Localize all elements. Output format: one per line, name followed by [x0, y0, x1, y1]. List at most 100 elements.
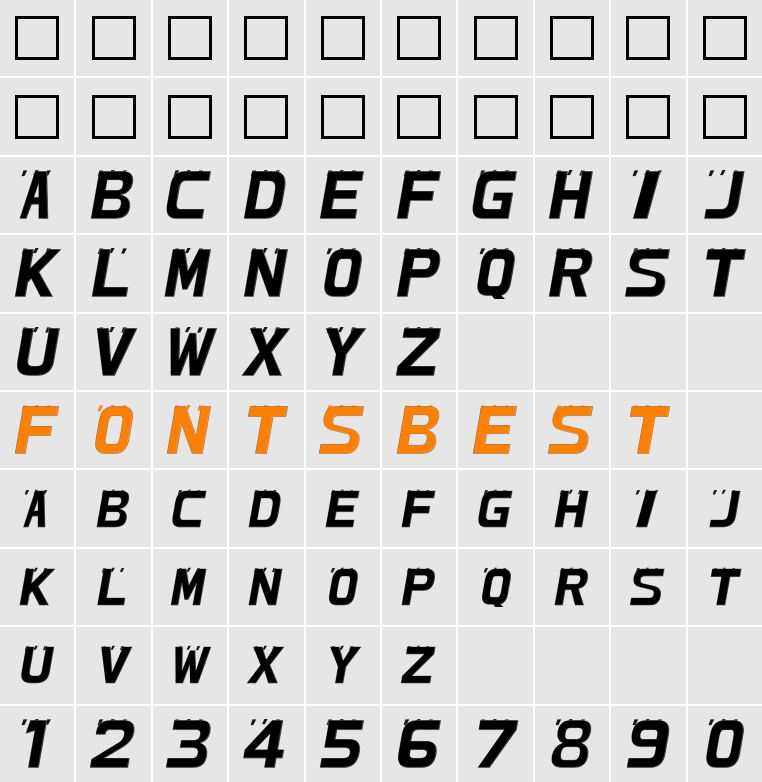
missing-glyph-box	[703, 95, 747, 139]
glyph-o	[321, 567, 365, 607]
missing-glyph-box	[550, 95, 594, 139]
grid-cell	[458, 392, 532, 468]
grid-cell	[688, 549, 762, 625]
glyph-o	[85, 404, 142, 456]
glyph-r	[550, 567, 594, 607]
grid-cell	[458, 706, 532, 782]
missing-glyph-box	[474, 16, 518, 60]
grid-cell	[306, 470, 380, 546]
grid-cell	[76, 627, 150, 703]
glyph-g	[467, 169, 524, 221]
missing-glyph-box	[626, 95, 670, 139]
glyph-t	[696, 247, 753, 299]
glyph-b	[85, 169, 142, 221]
grid-cell	[153, 314, 227, 390]
grid-cell	[153, 706, 227, 782]
missing-glyph-box	[703, 16, 747, 60]
grid-cell	[0, 0, 74, 76]
grid-cell	[535, 549, 609, 625]
grid-cell	[535, 314, 609, 390]
glyph-x	[244, 645, 288, 685]
grid-cell	[382, 78, 456, 154]
grid-cell	[153, 157, 227, 233]
glyph-4	[238, 718, 295, 770]
grid-cell	[688, 392, 762, 468]
grid-cell	[535, 0, 609, 76]
grid-cell	[229, 157, 303, 233]
grid-cell	[76, 392, 150, 468]
glyph-n	[238, 247, 295, 299]
grid-cell	[229, 549, 303, 625]
grid-cell	[458, 627, 532, 703]
grid-cell	[229, 78, 303, 154]
grid-cell	[306, 392, 380, 468]
grid-cell	[535, 157, 609, 233]
grid-cell	[458, 314, 532, 390]
glyph-w	[168, 645, 212, 685]
glyph-v	[92, 645, 136, 685]
glyph-s	[620, 247, 677, 299]
grid-cell	[306, 78, 380, 154]
missing-glyph-box	[244, 16, 288, 60]
glyph-s	[626, 567, 670, 607]
grid-cell	[458, 0, 532, 76]
glyph-b	[92, 489, 136, 529]
glyph-u	[15, 645, 59, 685]
grid-cell	[229, 235, 303, 311]
grid-cell	[0, 78, 74, 154]
glyph-9	[620, 718, 677, 770]
glyph-p	[391, 247, 448, 299]
glyph-3	[161, 718, 218, 770]
glyph-l	[85, 247, 142, 299]
grid-cell	[382, 157, 456, 233]
glyph-i	[626, 489, 670, 529]
missing-glyph-box	[15, 95, 59, 139]
grid-cell	[611, 549, 685, 625]
grid-cell	[688, 157, 762, 233]
glyph-p	[397, 567, 441, 607]
grid-cell	[458, 157, 532, 233]
glyph-t	[703, 567, 747, 607]
missing-glyph-box	[321, 16, 365, 60]
missing-glyph-box	[550, 16, 594, 60]
grid-cell	[458, 549, 532, 625]
grid-cell	[76, 549, 150, 625]
grid-cell	[688, 314, 762, 390]
grid-cell	[76, 470, 150, 546]
grid-cell	[0, 470, 74, 546]
grid-cell	[0, 235, 74, 311]
glyph-1	[9, 718, 66, 770]
grid-cell	[153, 627, 227, 703]
missing-glyph-box	[168, 16, 212, 60]
glyph-z	[397, 645, 441, 685]
glyph-i	[620, 169, 677, 221]
grid-cell	[382, 314, 456, 390]
grid-cell	[535, 627, 609, 703]
missing-glyph-box	[626, 16, 670, 60]
grid-cell	[0, 706, 74, 782]
grid-cell	[229, 470, 303, 546]
missing-glyph-box	[474, 95, 518, 139]
grid-cell	[229, 392, 303, 468]
glyph-y	[314, 326, 371, 378]
glyph-l	[92, 567, 136, 607]
grid-cell	[611, 0, 685, 76]
grid-cell	[611, 627, 685, 703]
grid-cell	[535, 235, 609, 311]
grid-cell	[382, 392, 456, 468]
glyph-t	[238, 404, 295, 456]
missing-glyph-box	[397, 16, 441, 60]
grid-cell	[76, 706, 150, 782]
grid-cell	[458, 78, 532, 154]
glyph-r	[543, 247, 600, 299]
grid-cell	[688, 627, 762, 703]
grid-cell	[153, 549, 227, 625]
grid-cell	[306, 314, 380, 390]
grid-cell	[382, 627, 456, 703]
grid-cell	[382, 235, 456, 311]
glyph-j	[703, 489, 747, 529]
grid-cell	[306, 549, 380, 625]
glyph-e	[321, 489, 365, 529]
grid-cell	[306, 0, 380, 76]
grid-cell	[688, 470, 762, 546]
